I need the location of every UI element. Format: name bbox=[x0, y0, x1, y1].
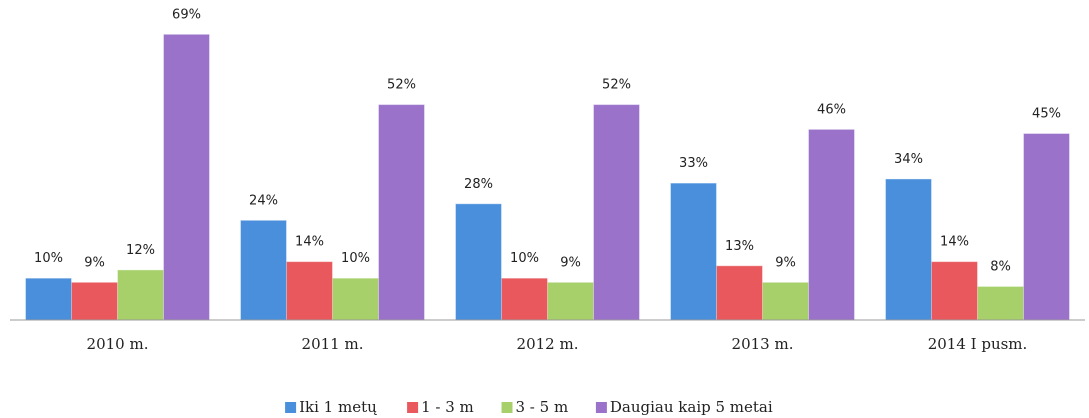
bar bbox=[885, 178, 932, 321]
legend-swatch bbox=[285, 402, 297, 413]
data-label: 45% bbox=[1032, 107, 1061, 122]
legend-label: Daugiau kaip 5 metai bbox=[610, 398, 773, 416]
legend-label: 3 - 5 m bbox=[516, 398, 569, 416]
data-label: 8% bbox=[990, 259, 1011, 274]
bar bbox=[716, 265, 763, 321]
x-tick-label: 2013 m. bbox=[732, 335, 794, 353]
legend-swatch bbox=[407, 402, 419, 413]
bar bbox=[931, 261, 978, 321]
bar bbox=[670, 183, 717, 321]
data-label: 24% bbox=[249, 193, 278, 208]
data-label: 13% bbox=[725, 239, 754, 254]
data-label: 9% bbox=[84, 255, 105, 270]
bar bbox=[163, 34, 210, 321]
bar bbox=[593, 104, 640, 321]
bar bbox=[117, 269, 164, 321]
data-label: 14% bbox=[940, 235, 969, 250]
legend-swatch bbox=[501, 402, 513, 413]
bar bbox=[25, 278, 72, 321]
bar bbox=[286, 261, 333, 321]
data-label: 34% bbox=[894, 152, 923, 167]
legend-swatch bbox=[595, 402, 607, 413]
bar bbox=[1023, 133, 1070, 321]
legend-label: 1 - 3 m bbox=[421, 398, 474, 416]
data-label: 12% bbox=[126, 243, 155, 258]
data-label: 10% bbox=[34, 251, 63, 266]
data-label: 10% bbox=[341, 251, 370, 266]
bar bbox=[332, 278, 379, 321]
x-tick-label: 2010 m. bbox=[87, 335, 149, 353]
x-tick-label: 2014 I pusm. bbox=[928, 335, 1028, 353]
data-label: 33% bbox=[679, 156, 708, 171]
data-label: 52% bbox=[387, 78, 416, 93]
data-label: 9% bbox=[775, 255, 796, 270]
bar bbox=[501, 278, 548, 321]
data-label: 10% bbox=[510, 251, 539, 266]
bar bbox=[808, 129, 855, 321]
bar bbox=[71, 282, 118, 321]
bar bbox=[547, 282, 594, 321]
data-label: 52% bbox=[602, 78, 631, 93]
bar bbox=[240, 220, 287, 321]
legend-label: Iki 1 metų bbox=[299, 398, 377, 416]
data-label: 69% bbox=[172, 7, 201, 22]
bar bbox=[977, 286, 1024, 321]
bar bbox=[378, 104, 425, 321]
bar bbox=[762, 282, 809, 321]
x-tick-label: 2011 m. bbox=[302, 335, 364, 353]
data-label: 46% bbox=[817, 102, 846, 117]
data-label: 9% bbox=[560, 255, 581, 270]
data-label: 28% bbox=[464, 177, 493, 192]
data-label: 14% bbox=[295, 235, 324, 250]
x-tick-label: 2012 m. bbox=[517, 335, 579, 353]
bar bbox=[455, 203, 502, 321]
